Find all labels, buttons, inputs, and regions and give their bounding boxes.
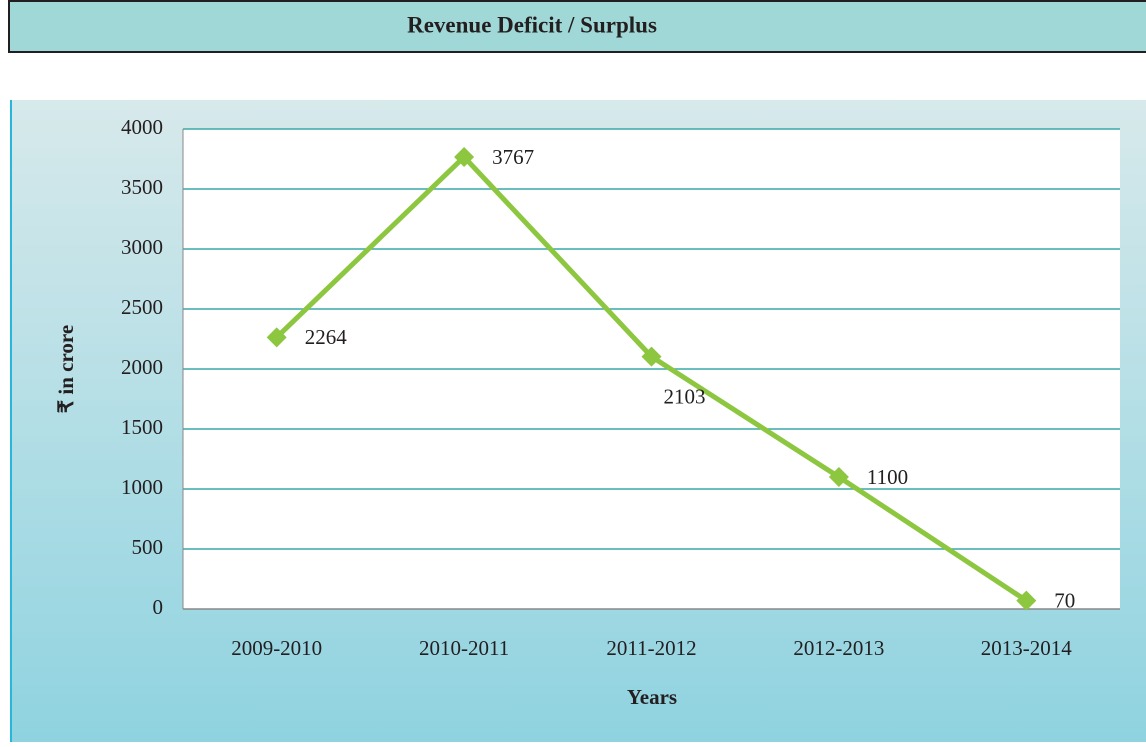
y-tick-label: 4000	[121, 115, 163, 139]
y-tick-label: 500	[132, 535, 164, 559]
x-axis-label: Years	[627, 685, 677, 709]
marker	[454, 146, 475, 167]
data-label: 3767	[492, 145, 534, 169]
y-tick-label: 0	[153, 595, 164, 619]
chart-title: Revenue Deficit / Surplus	[407, 12, 657, 37]
y-tick-label: 2000	[121, 355, 163, 379]
data-label: 2103	[664, 384, 706, 408]
y-tick-label: 3500	[121, 175, 163, 199]
y-tick-label: 1000	[121, 475, 163, 499]
y-tick-label: 2500	[121, 295, 163, 319]
data-label: 2264	[305, 325, 348, 349]
y-tick-label: 3000	[121, 235, 163, 259]
y-tick-label: 1500	[121, 415, 163, 439]
y-axis-label: ₹ in crore	[54, 325, 78, 413]
marker	[828, 467, 849, 487]
marker	[641, 346, 662, 367]
x-tick-label: 2011-2012	[606, 636, 696, 660]
marker	[1016, 590, 1037, 611]
x-tick-label: 2013-2014	[981, 636, 1072, 660]
x-tick-label: 2009-2010	[231, 636, 322, 660]
data-label: 1100	[867, 465, 908, 489]
x-tick-label: 2010-2011	[419, 636, 509, 660]
data-label: 70	[1054, 588, 1075, 612]
x-tick-label: 2012-2013	[793, 636, 884, 660]
marker	[266, 327, 287, 348]
title-bar	[8, 0, 1146, 53]
